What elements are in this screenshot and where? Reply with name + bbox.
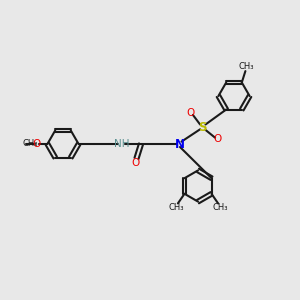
- Text: S: S: [198, 121, 207, 134]
- Text: O: O: [131, 158, 140, 168]
- Text: CH₃: CH₃: [168, 203, 184, 212]
- Text: CH₃: CH₃: [213, 203, 228, 212]
- Text: O: O: [186, 107, 195, 118]
- Text: NH: NH: [114, 139, 129, 149]
- Text: CH₃: CH₃: [23, 140, 38, 148]
- Text: N: N: [175, 137, 185, 151]
- Text: CH₃: CH₃: [238, 62, 254, 71]
- Text: O: O: [33, 139, 41, 149]
- Text: O: O: [213, 134, 222, 145]
